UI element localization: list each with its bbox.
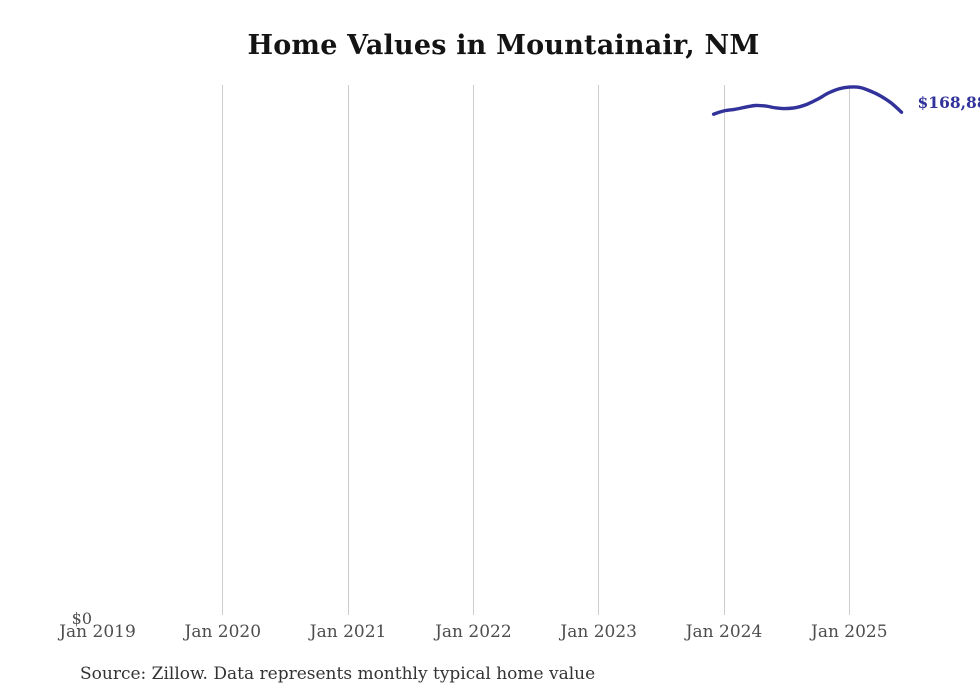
x-tick-label: Jan 2019: [59, 622, 136, 642]
gridline: [222, 85, 224, 615]
source-note: Source: Zillow. Data represents monthly …: [80, 664, 596, 684]
gridline: [598, 85, 600, 615]
x-tick-label: Jan 2022: [435, 622, 512, 642]
x-tick-label: Jan 2025: [811, 622, 888, 642]
chart-title: Home Values in Mountainair, NM: [247, 30, 760, 61]
x-tick-label: Jan 2020: [184, 622, 262, 642]
gridline: [472, 85, 474, 615]
x-tick-label: Jan 2024: [685, 622, 763, 642]
latest-value-label: $168,88: [917, 93, 980, 113]
y-axis-zero-label: $0: [71, 609, 92, 628]
x-tick-label: Jan 2023: [560, 622, 637, 642]
gridline: [723, 85, 725, 615]
gridline: [848, 85, 850, 615]
home-value-line-path: [711, 85, 904, 116]
gridline: [347, 85, 349, 615]
x-tick-label: Jan 2021: [309, 622, 387, 642]
